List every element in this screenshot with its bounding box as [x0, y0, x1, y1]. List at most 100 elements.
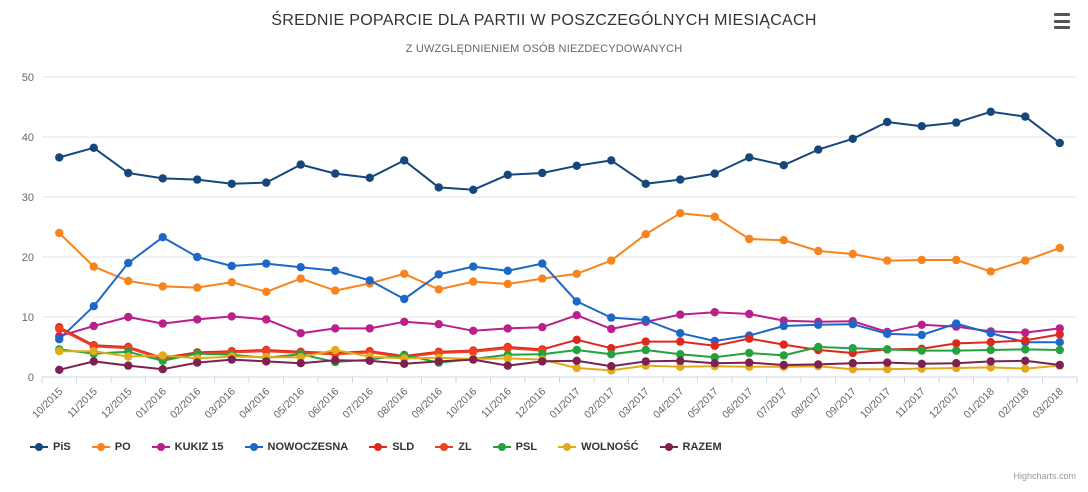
data-point-po[interactable]: [503, 279, 512, 289]
data-point-nowoczesna[interactable]: [641, 315, 650, 325]
data-point-wolność[interactable]: [158, 351, 167, 360]
data-point-psl[interactable]: [676, 350, 685, 359]
data-point-wolność[interactable]: [572, 363, 581, 373]
data-point-nowoczesna[interactable]: [158, 233, 167, 242]
data-point-kukiz-15[interactable]: [538, 323, 547, 332]
data-point-psl[interactable]: [572, 345, 581, 355]
data-point-pis[interactable]: [89, 143, 98, 152]
data-point-razem[interactable]: [607, 362, 616, 371]
data-point-po[interactable]: [538, 274, 547, 283]
data-point-psl[interactable]: [1055, 345, 1064, 355]
data-point-wolność[interactable]: [883, 365, 892, 374]
data-point-razem[interactable]: [814, 360, 823, 369]
data-point-pis[interactable]: [676, 175, 685, 184]
data-point-sld[interactable]: [710, 341, 719, 350]
data-point-po[interactable]: [262, 287, 271, 296]
data-point-kukiz-15[interactable]: [158, 319, 167, 328]
data-point-nowoczesna[interactable]: [469, 262, 478, 271]
data-point-razem[interactable]: [331, 356, 340, 365]
data-point-po[interactable]: [89, 262, 98, 271]
data-point-razem[interactable]: [745, 358, 754, 367]
data-point-kukiz-15[interactable]: [503, 324, 512, 333]
data-point-razem[interactable]: [469, 355, 478, 364]
data-point-kukiz-15[interactable]: [607, 324, 616, 334]
data-point-nowoczesna[interactable]: [986, 329, 995, 338]
data-point-razem[interactable]: [1055, 360, 1064, 370]
data-point-nowoczesna[interactable]: [607, 313, 616, 322]
data-point-nowoczesna[interactable]: [676, 329, 685, 338]
data-point-razem[interactable]: [538, 357, 547, 366]
legend-item-zl[interactable]: ZL: [435, 441, 472, 453]
data-point-razem[interactable]: [158, 365, 167, 374]
data-point-pis[interactable]: [1021, 112, 1030, 121]
data-point-nowoczesna[interactable]: [434, 270, 443, 279]
legend-item-nowoczesna[interactable]: NOWOCZESNA: [244, 441, 348, 453]
data-point-psl[interactable]: [779, 351, 788, 360]
data-point-nowoczesna[interactable]: [503, 266, 512, 275]
data-point-razem[interactable]: [917, 359, 926, 368]
data-point-nowoczesna[interactable]: [227, 261, 236, 271]
data-point-razem[interactable]: [296, 359, 305, 368]
data-point-po[interactable]: [469, 277, 478, 286]
data-point-pis[interactable]: [296, 160, 305, 169]
data-point-sld[interactable]: [641, 337, 650, 346]
data-point-razem[interactable]: [952, 359, 961, 368]
data-point-po[interactable]: [1021, 256, 1030, 265]
legend-item-pis[interactable]: PiS: [30, 441, 71, 453]
data-point-kukiz-15[interactable]: [745, 309, 754, 319]
data-point-nowoczesna[interactable]: [89, 302, 98, 311]
data-point-pis[interactable]: [641, 179, 650, 188]
data-point-kukiz-15[interactable]: [434, 320, 443, 329]
chart-menu-button[interactable]: [1050, 10, 1076, 32]
data-point-razem[interactable]: [883, 358, 892, 367]
data-point-sld[interactable]: [779, 340, 788, 349]
data-point-po[interactable]: [1055, 243, 1064, 253]
data-point-sld[interactable]: [986, 338, 995, 347]
data-point-pis[interactable]: [158, 174, 167, 183]
data-point-pis[interactable]: [434, 183, 443, 192]
data-point-razem[interactable]: [365, 356, 374, 365]
data-point-psl[interactable]: [848, 344, 857, 353]
data-point-kukiz-15[interactable]: [1021, 328, 1030, 337]
data-point-po[interactable]: [296, 274, 305, 283]
data-point-nowoczesna[interactable]: [331, 266, 340, 275]
data-point-pis[interactable]: [952, 118, 961, 127]
data-point-sld[interactable]: [572, 335, 581, 344]
data-point-pis[interactable]: [572, 161, 581, 170]
data-point-po[interactable]: [227, 278, 236, 287]
data-point-razem[interactable]: [55, 365, 64, 374]
data-point-sld[interactable]: [1055, 330, 1064, 339]
data-point-razem[interactable]: [848, 359, 857, 368]
data-point-kukiz-15[interactable]: [572, 311, 581, 320]
data-point-po[interactable]: [572, 269, 581, 278]
data-point-po[interactable]: [641, 230, 650, 239]
data-point-pis[interactable]: [848, 134, 857, 143]
data-point-nowoczesna[interactable]: [572, 297, 581, 306]
data-point-wolność[interactable]: [676, 362, 685, 371]
data-point-po[interactable]: [55, 228, 64, 238]
data-point-po[interactable]: [400, 269, 409, 278]
data-point-pis[interactable]: [814, 145, 823, 154]
data-point-wolność[interactable]: [1021, 364, 1030, 373]
data-point-nowoczesna[interactable]: [55, 335, 64, 344]
data-point-kukiz-15[interactable]: [710, 308, 719, 317]
data-point-pis[interactable]: [986, 107, 995, 117]
data-point-sld[interactable]: [952, 339, 961, 348]
data-point-kukiz-15[interactable]: [193, 315, 202, 324]
data-point-pis[interactable]: [779, 161, 788, 170]
data-point-po[interactable]: [745, 234, 754, 244]
data-point-razem[interactable]: [89, 357, 98, 366]
data-point-kukiz-15[interactable]: [917, 320, 926, 329]
data-point-kukiz-15[interactable]: [400, 317, 409, 326]
data-point-razem[interactable]: [434, 357, 443, 366]
data-point-pis[interactable]: [262, 178, 271, 187]
data-point-nowoczesna[interactable]: [1055, 338, 1064, 347]
data-point-razem[interactable]: [710, 359, 719, 368]
data-point-po[interactable]: [607, 256, 616, 265]
data-point-psl[interactable]: [814, 342, 823, 352]
data-point-psl[interactable]: [1021, 345, 1030, 354]
data-point-pis[interactable]: [710, 169, 719, 178]
data-point-psl[interactable]: [917, 346, 926, 355]
data-point-kukiz-15[interactable]: [124, 312, 133, 322]
data-point-psl[interactable]: [710, 353, 719, 362]
